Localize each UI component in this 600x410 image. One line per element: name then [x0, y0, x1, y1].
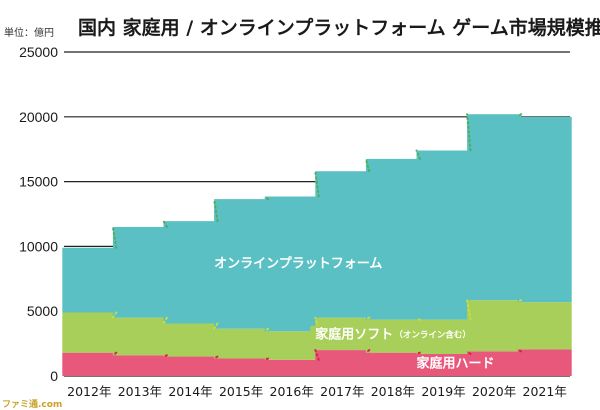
bar-segment-0-6 [365, 352, 420, 376]
bar-segment-0-5 [315, 350, 370, 376]
trend-line-0-2 [213, 355, 219, 360]
trend-line-2-8 [516, 113, 523, 118]
chart-title: 国内 家庭用 / オンラインプラットフォーム ゲーム市場規模推移 [78, 16, 600, 39]
trend-line-2-5 [364, 157, 371, 173]
trend-line-0-3 [263, 357, 270, 361]
trend-line-1-0 [111, 311, 118, 319]
x-tick-label: 2015年 [219, 384, 263, 399]
bar-segment-1-0 [62, 312, 117, 353]
trend-line-0-7 [466, 350, 472, 355]
y-tick-label: 20000 [19, 109, 58, 125]
bar-segment-2-8 [467, 114, 522, 301]
trend-line-2-2 [213, 198, 219, 223]
trend-line-1-3 [263, 327, 270, 333]
bar-segment-0-4 [264, 359, 319, 376]
x-tick-label: 2017年 [320, 384, 364, 399]
trend-line-0-4 [314, 349, 320, 361]
series-label-note-1: （オンライン含む） [394, 329, 471, 340]
bar-layer [62, 114, 572, 376]
bar-segment-2-7 [416, 150, 471, 320]
trend-line-2-7 [466, 113, 472, 152]
series-label-box-0 [411, 355, 500, 372]
trend-line-0-5 [364, 349, 371, 354]
y-tick-label: 5000 [27, 303, 58, 319]
trend-line-2-3 [263, 195, 270, 201]
bar-segment-0-1 [112, 355, 167, 376]
axis-layer: 0 5000 10000 15000 20000 25000 2012年 2013年 2014年… [19, 44, 567, 399]
trend-line-1-8 [516, 299, 523, 304]
bar-segment-0-2 [163, 356, 218, 376]
trend-line-1-5 [364, 316, 371, 321]
series-label-2: オンラインプラットフォーム [214, 257, 382, 272]
x-tick-label: 2021年 [523, 384, 567, 399]
bar-segment-1-9 [517, 302, 572, 350]
bar-segment-1-1 [112, 317, 167, 356]
y-tick-label: 10000 [19, 238, 58, 254]
bar-segment-1-4 [264, 331, 319, 360]
trend-line-1-7 [466, 299, 472, 321]
bar-segment-1-3 [214, 328, 269, 359]
trend-line-0-0 [111, 351, 118, 357]
x-tick-label: 2016年 [270, 384, 314, 399]
bar-segment-2-0 [62, 247, 117, 313]
bar-segment-1-8 [467, 300, 522, 352]
trend-line-0-1 [162, 354, 168, 358]
watermark-logo: ファミ通.com [2, 398, 62, 410]
trend-line-2-6 [415, 149, 421, 160]
y-tick-label: 0 [50, 368, 58, 384]
bar-segment-0-9 [517, 349, 572, 376]
trend-line-2-1 [162, 220, 168, 228]
trend-line-1-1 [162, 316, 168, 325]
bar-segment-1-2 [163, 323, 218, 357]
bar-segment-2-6 [365, 158, 420, 320]
series-label-box-2 [209, 255, 388, 272]
trend-layer [111, 113, 523, 361]
bar-segment-2-2 [163, 221, 218, 324]
x-tick-label: 2014年 [168, 384, 212, 399]
x-tick-label: 2012年 [67, 384, 111, 399]
bar-segment-2-1 [112, 226, 167, 318]
trend-line-0-6 [415, 351, 421, 355]
x-tick-label: 2020年 [472, 384, 516, 399]
x-tick-label: 2013年 [118, 384, 162, 399]
trend-line-2-4 [314, 170, 320, 198]
series-label-0: 家庭用ハード [417, 356, 495, 372]
series-label-1: 家庭用ソフト [315, 326, 393, 342]
trend-line-0-8 [516, 348, 523, 353]
x-tick-label: 2019年 [421, 384, 465, 399]
bar-segment-2-9 [517, 116, 572, 303]
y-tick-label: 25000 [19, 44, 58, 60]
y-tick-label: 15000 [19, 174, 58, 190]
trend-line-2-0 [111, 225, 118, 249]
series-label-box-1 [310, 325, 476, 342]
unit-label: 単位：億円 [4, 26, 54, 39]
bar-segment-0-0 [62, 352, 117, 376]
x-tick-label: 2018年 [371, 384, 415, 399]
bar-segment-0-3 [214, 358, 269, 376]
trend-line-1-2 [213, 322, 219, 330]
bar-segment-2-5 [315, 171, 370, 318]
